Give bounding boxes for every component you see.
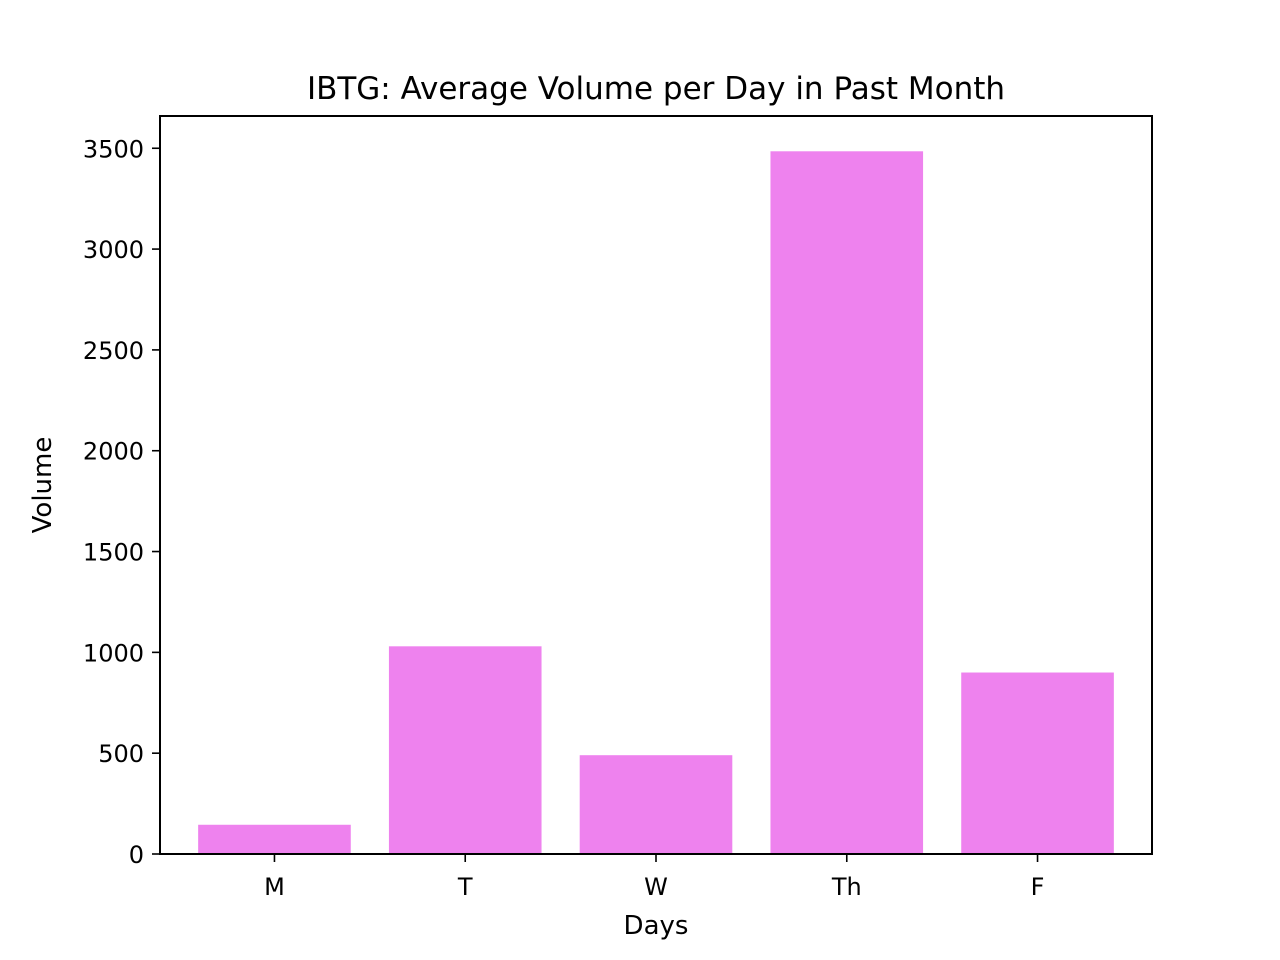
y-tick-label: 500 xyxy=(98,740,144,768)
chart-title: IBTG: Average Volume per Day in Past Mon… xyxy=(307,71,1005,107)
x-tick-label: Th xyxy=(831,873,862,901)
y-tick-label: 0 xyxy=(129,841,144,869)
bar-t xyxy=(388,646,542,854)
x-tick-label: F xyxy=(1031,873,1045,901)
x-axis-label: Days xyxy=(624,911,689,941)
y-tick-label: 3500 xyxy=(83,135,144,163)
y-axis-label: Volume xyxy=(28,437,58,534)
y-tick-label: 2500 xyxy=(83,337,144,365)
bar-f xyxy=(961,672,1114,854)
bar-m xyxy=(198,824,351,854)
bars-layer xyxy=(198,151,1114,855)
plot-frame xyxy=(159,115,1153,855)
y-tick-label: 1500 xyxy=(83,539,144,567)
y-tick-label: 3000 xyxy=(83,236,144,264)
x-tick-label: M xyxy=(264,873,285,901)
x-tick-label: T xyxy=(457,873,473,901)
bar-w xyxy=(579,755,733,854)
bar-th xyxy=(770,151,924,855)
y-tick-label: 2000 xyxy=(83,438,144,466)
ticks-layer: M T W Th F 0 500 1000 1500 2000 2500 3000 3500 xyxy=(83,135,1045,901)
x-tick-label: W xyxy=(644,873,668,901)
y-tick-label: 1000 xyxy=(83,639,144,667)
